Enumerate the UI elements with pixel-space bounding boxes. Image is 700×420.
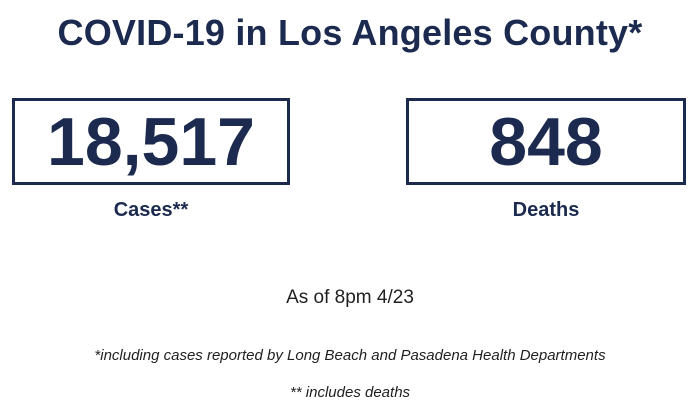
footnote-deaths: ** includes deaths	[289, 384, 411, 401]
footnote-cases: *including cases reported by Long Beach …	[94, 347, 606, 364]
page-title: COVID-19 in Los Angeles County*	[57, 12, 643, 53]
cases-label: Cases**	[113, 199, 189, 221]
deaths-count: 848	[406, 98, 686, 185]
deaths-label: Deaths	[512, 199, 580, 221]
cases-count: 18,517	[12, 98, 290, 185]
as-of-timestamp: As of 8pm 4/23	[286, 287, 414, 308]
